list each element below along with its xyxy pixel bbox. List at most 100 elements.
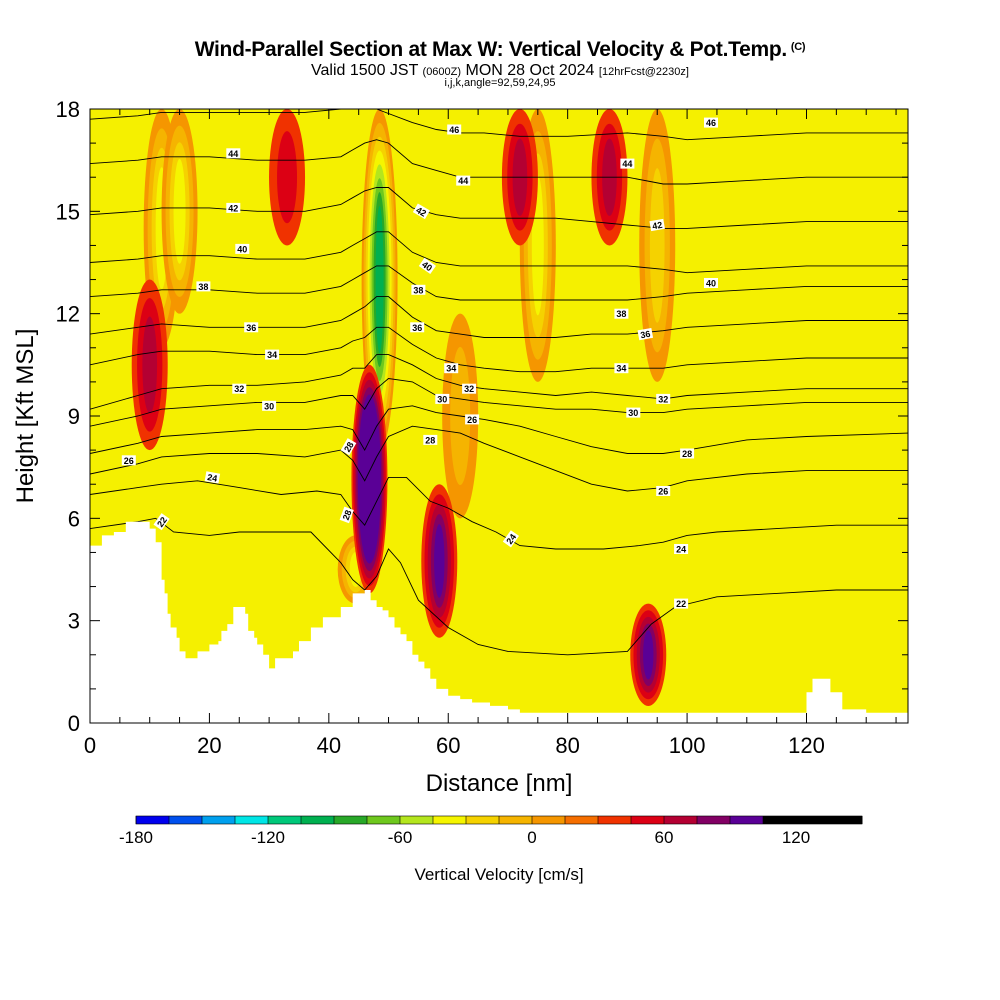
contour-label-bg bbox=[656, 486, 671, 496]
updraft-0 bbox=[351, 364, 388, 594]
chart-title: Wind-Parallel Section at Max W: Vertical… bbox=[0, 38, 1000, 62]
contour-label: 32 bbox=[656, 393, 671, 404]
contour-label: 34 bbox=[444, 363, 459, 374]
downdraft-5 bbox=[639, 109, 676, 382]
contour-label-bg bbox=[614, 308, 629, 319]
contour-label-text: 24 bbox=[504, 532, 518, 546]
contour-label-text: 32 bbox=[658, 394, 668, 404]
y-tick-label: 3 bbox=[68, 609, 80, 634]
updraft-band bbox=[434, 524, 445, 598]
contour-label-text: 32 bbox=[234, 384, 244, 394]
colorbar-segment bbox=[169, 816, 203, 824]
downdraft-band bbox=[649, 168, 665, 323]
contour-label: 38 bbox=[196, 281, 211, 292]
contour-label: 28 bbox=[423, 434, 438, 445]
contour-label: 44 bbox=[226, 148, 241, 159]
contour-label: 40 bbox=[235, 243, 250, 254]
contour-label: 42 bbox=[649, 218, 665, 231]
contour-label: 28 bbox=[680, 448, 695, 459]
chart-title-text: Wind-Parallel Section at Max W: Vertical… bbox=[194, 38, 788, 61]
contour-label: 22 bbox=[674, 598, 689, 609]
contour-label-text: 26 bbox=[658, 487, 668, 497]
colorbar-tick-label: 120 bbox=[782, 828, 810, 847]
colorbar-title: Vertical Velocity [cm/s] bbox=[414, 865, 583, 884]
x-tick-label: 40 bbox=[317, 733, 341, 758]
updraft-band bbox=[643, 630, 654, 680]
terrain bbox=[90, 521, 908, 723]
valid-utc: (0600Z) bbox=[422, 66, 462, 78]
downdraft-band bbox=[375, 206, 384, 354]
theta-contour-28 bbox=[90, 405, 908, 454]
contour-label: 26 bbox=[121, 455, 136, 466]
contour-label-bg bbox=[232, 383, 247, 394]
y-axis-title: Height [Kft MSL] bbox=[12, 329, 39, 504]
colorbar-segment bbox=[697, 816, 731, 824]
grid-indices: i,j,k,angle=92,59,24,95 bbox=[444, 77, 556, 89]
contour-label-bg bbox=[226, 202, 241, 213]
colorbar-segment bbox=[565, 816, 599, 824]
colorbar-segment bbox=[334, 816, 368, 824]
contour-label: 24 bbox=[674, 544, 689, 555]
contour-label: 32 bbox=[232, 383, 247, 394]
colorbar-tick-label: -180 bbox=[119, 828, 153, 847]
colorbar-segment bbox=[730, 816, 764, 824]
colorbar-segment bbox=[235, 816, 269, 824]
contour-label-bg bbox=[456, 175, 471, 186]
contour-label-text: 22 bbox=[155, 515, 169, 529]
colorbar-segment bbox=[532, 816, 566, 824]
y-tick-label: 9 bbox=[68, 404, 80, 429]
contour-label-bg bbox=[204, 471, 221, 484]
x-axis-title: Distance [nm] bbox=[426, 770, 573, 797]
contour-label-text: 28 bbox=[341, 509, 354, 522]
contour-label: 30 bbox=[435, 393, 450, 404]
contour-label: 36 bbox=[637, 327, 654, 341]
contour-label-bg bbox=[465, 414, 480, 425]
contour-label-bg bbox=[435, 393, 450, 404]
contour-label-bg bbox=[410, 322, 425, 333]
forecast-info: [12hrFcst@2230z] bbox=[598, 66, 689, 78]
colorbar-segment bbox=[466, 816, 500, 824]
colorbar-tick-label: -60 bbox=[388, 828, 413, 847]
contour-label-bg bbox=[226, 148, 241, 159]
contour-label: 44 bbox=[620, 158, 635, 169]
theta-contour-44 bbox=[90, 139, 908, 185]
colorbar-segment bbox=[598, 816, 632, 824]
contour-label-text: 34 bbox=[267, 350, 277, 360]
contour-label: 42 bbox=[226, 202, 241, 213]
theta-contour-40 bbox=[90, 231, 908, 274]
contour-label-text: 30 bbox=[437, 394, 447, 404]
contour-label-bg bbox=[620, 158, 635, 169]
velocity-field bbox=[131, 109, 676, 706]
y-tick-label: 6 bbox=[68, 506, 80, 531]
plot-background bbox=[90, 109, 908, 723]
valid-date: MON 28 Oct 2024 bbox=[461, 62, 599, 79]
contour-label-text: 44 bbox=[228, 149, 238, 159]
contour-label: 28 bbox=[340, 438, 357, 456]
contour-label-text: 26 bbox=[467, 415, 477, 425]
y-tick-label: 0 bbox=[68, 711, 80, 736]
updraft-6 bbox=[269, 109, 306, 246]
contour-label-bg bbox=[656, 393, 671, 404]
contour-label-text: 38 bbox=[198, 282, 208, 292]
updraft-1 bbox=[421, 484, 458, 638]
colorbar-tick-label: 60 bbox=[655, 828, 674, 847]
contour-label: 32 bbox=[462, 383, 477, 394]
colorbar-segment bbox=[763, 816, 797, 824]
theta-contour-34 bbox=[90, 326, 908, 373]
theta-contours bbox=[90, 109, 908, 656]
colorbar-segment bbox=[829, 816, 863, 824]
theta-contour-30 bbox=[90, 378, 908, 427]
updraft-band bbox=[277, 131, 298, 224]
downdraft-3 bbox=[161, 109, 198, 314]
contour-label: 34 bbox=[614, 363, 629, 374]
x-tick-label: 20 bbox=[197, 733, 221, 758]
colorbar-segment bbox=[631, 816, 665, 824]
contour-label-text: 36 bbox=[412, 323, 422, 333]
updraft-band bbox=[142, 316, 158, 414]
contour-label-bg bbox=[637, 327, 654, 341]
contour-label-text: 34 bbox=[446, 364, 456, 374]
contour-label-text: 40 bbox=[706, 279, 716, 289]
y-tick-label: 18 bbox=[56, 97, 80, 122]
theta-contour-46 bbox=[90, 109, 908, 141]
